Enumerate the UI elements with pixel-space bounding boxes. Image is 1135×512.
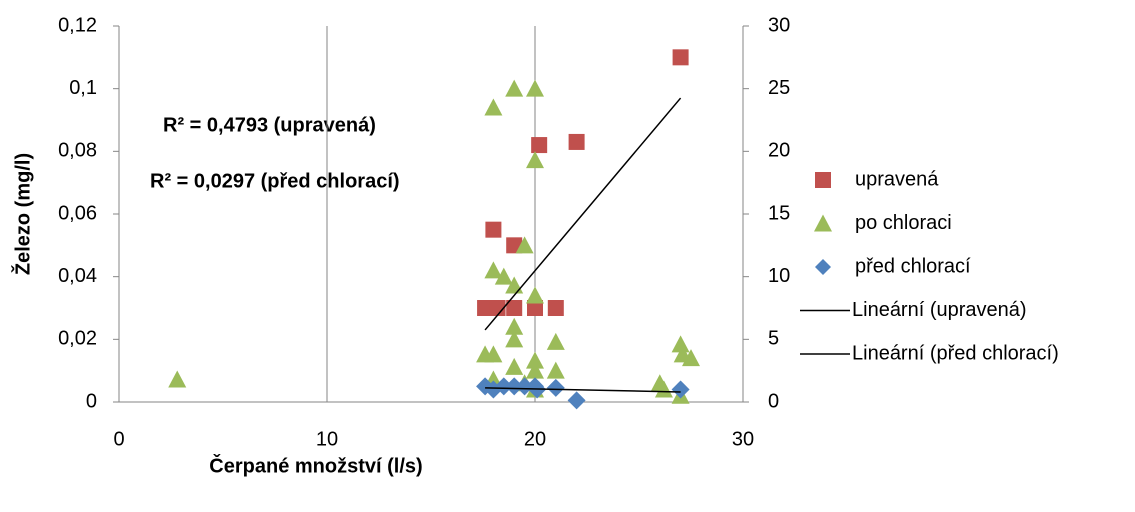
point [671,335,690,353]
annotation: R² = 0,0297 (před chlorací) [150,170,400,192]
y2-tick-label: 20 [768,140,790,162]
point [505,377,524,396]
y-axis-title: Železo (mg/l) [10,153,34,275]
point [527,300,543,316]
point [484,261,503,279]
point [526,79,544,97]
y-tick-label: 0,08 [58,140,97,162]
legend-marker [814,214,832,232]
point [526,361,544,379]
y-tick-label: 0,1 [69,77,97,99]
point [672,49,689,66]
x-tick-label: 10 [316,428,338,450]
point [506,300,523,316]
point [526,351,544,369]
y-tick-label: 0,04 [58,265,97,287]
point [526,151,544,169]
point [546,378,565,397]
legend-label: Lineární (upravená) [852,299,1027,321]
point [671,380,690,399]
x-axis-title: Čerpané množství (l/s) [209,453,422,477]
point [494,267,513,285]
legend-label: Lineární (před chlorací) [852,342,1059,364]
point [505,357,524,375]
y2-tick-label: 0 [768,390,779,412]
y2-tick-label: 10 [768,265,790,287]
x-tick-label: 0 [113,428,124,450]
legend-label: po chloraci [855,212,952,234]
legend-label: před chlorací [855,255,971,277]
point [515,236,534,254]
y2-tick-label: 30 [768,14,790,36]
point [484,345,503,363]
y2-tick-label: 5 [768,328,779,350]
point [505,317,524,335]
point [531,137,548,154]
point [515,377,534,396]
y-tick-label: 0,02 [58,328,97,350]
point [505,330,524,348]
y-tick-label: 0 [86,390,97,412]
legend-marker [815,259,831,275]
point [526,286,544,304]
y-tick-label: 0,06 [58,202,97,224]
point [546,361,565,379]
point [505,79,524,97]
trend-line [484,97,682,331]
point [568,133,585,150]
x-tick-label: 20 [524,428,546,450]
x-tick-label: 30 [732,428,754,450]
point [682,349,700,367]
point [546,332,565,350]
y-tick-label: 0,12 [58,14,97,36]
point [567,391,586,410]
point [654,380,673,398]
legend-label: upravená [855,168,939,190]
point [489,300,506,316]
point [485,221,502,238]
y2-tick-label: 25 [768,77,790,99]
point [168,370,187,388]
point [484,98,503,116]
legend-marker [815,172,831,188]
annotation: R² = 0,4793 (upravená) [163,114,376,136]
point [494,377,513,396]
trend-line [485,387,681,393]
y2-tick-label: 15 [768,202,790,224]
point [477,300,494,316]
point [547,300,564,316]
